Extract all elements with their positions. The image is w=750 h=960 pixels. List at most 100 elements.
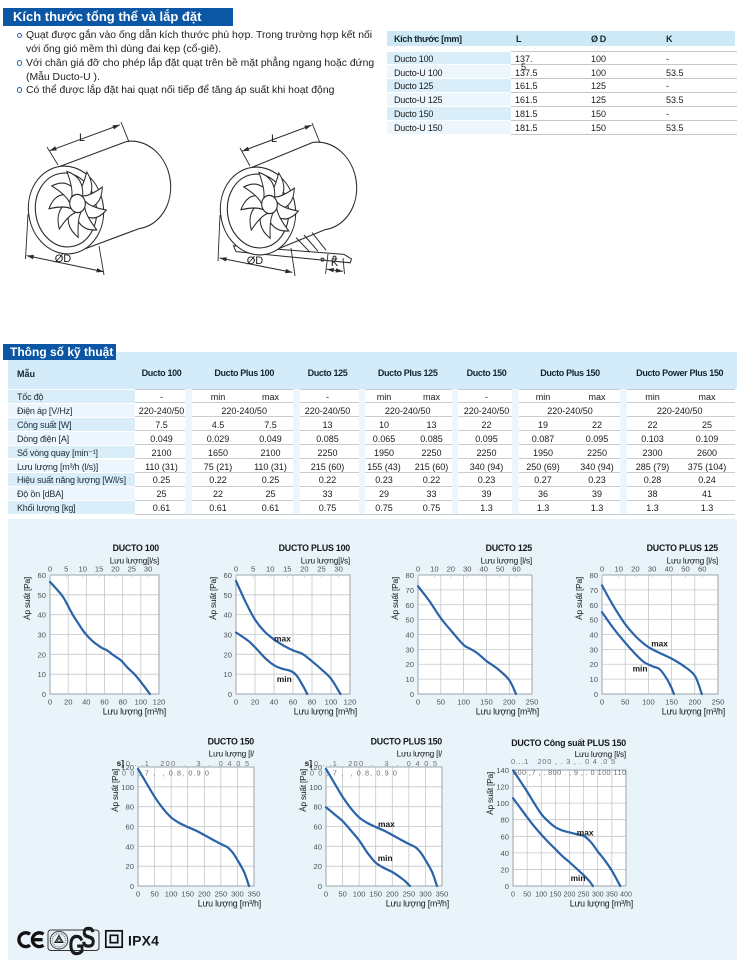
- svg-text:G: G: [69, 930, 85, 956]
- svg-text:Lưu lượng [m³/h]: Lưu lượng [m³/h]: [476, 707, 539, 717]
- svg-text:60: 60: [289, 698, 297, 707]
- svg-text:Lưu lượng [l/s]: Lưu lượng [l/s]: [667, 556, 718, 566]
- svg-text:80: 80: [406, 571, 414, 580]
- svg-text:Lưu lượng [m³/h]: Lưu lượng [m³/h]: [570, 899, 633, 909]
- svg-text:0: 0: [511, 892, 515, 899]
- svg-text:0...1 200 , . 3 , . 0 4 .0 5: 0...1 200 , . 3 , . 0 4 .0 5: [511, 757, 615, 766]
- svg-text:100: 100: [134, 698, 147, 707]
- svg-text:0: 0: [234, 698, 238, 707]
- svg-text:5: 5: [64, 565, 68, 574]
- svg-text:20: 20: [631, 565, 639, 574]
- svg-text:60: 60: [512, 565, 520, 574]
- svg-text:600 ,7 , . 800 . , 9 , . 0 100: 600 ,7 , . 800 . , 9 , . 0 100 110: [513, 768, 626, 777]
- svg-text:20: 20: [501, 865, 509, 874]
- svg-text:Lưu lượng [m³/h]: Lưu lượng [m³/h]: [662, 707, 725, 717]
- svg-text:s]: s]: [117, 758, 125, 768]
- svg-text:300: 300: [592, 892, 604, 899]
- svg-text:40: 40: [501, 849, 509, 858]
- svg-text:80: 80: [501, 816, 509, 825]
- svg-text:0: 0: [416, 698, 420, 707]
- svg-text:150: 150: [480, 698, 493, 707]
- svg-text:0 . .1 200 . 3 . 0 4 0: 0 . .1 200 . 3 . 0 4 0 5: [126, 759, 249, 768]
- svg-text:DUCTO 125: DUCTO 125: [486, 543, 533, 553]
- svg-text:200: 200: [503, 698, 516, 707]
- svg-text:100: 100: [165, 890, 178, 899]
- svg-text:min: min: [571, 873, 586, 883]
- svg-text:250: 250: [578, 892, 590, 899]
- svg-text:50: 50: [38, 591, 46, 600]
- svg-text:250: 250: [215, 890, 228, 899]
- svg-text:50: 50: [681, 565, 689, 574]
- svg-text:DUCTO PLUS 150: DUCTO PLUS 150: [371, 737, 443, 747]
- svg-text:200: 200: [564, 892, 576, 899]
- svg-text:30: 30: [38, 631, 46, 640]
- svg-text:100: 100: [642, 698, 655, 707]
- svg-text:200: 200: [688, 698, 701, 707]
- svg-text:30: 30: [334, 565, 342, 574]
- svg-text:100: 100: [121, 783, 134, 792]
- svg-text:DUCTO Công suất PLUS 150: DUCTO Công suất PLUS 150: [511, 738, 626, 748]
- svg-text:70: 70: [590, 586, 598, 595]
- svg-text:10: 10: [266, 565, 274, 574]
- svg-text:100: 100: [457, 698, 470, 707]
- svg-text:L: L: [79, 132, 85, 144]
- svg-text:min: min: [633, 664, 648, 674]
- svg-text:15: 15: [283, 565, 291, 574]
- svg-text:Lưu lượng [m³/h]: Lưu lượng [m³/h]: [103, 707, 166, 717]
- svg-text:20: 20: [224, 650, 232, 659]
- svg-text:80: 80: [308, 698, 316, 707]
- svg-text:Lưu lượng [l/: Lưu lượng [l/: [397, 749, 443, 759]
- svg-text:50: 50: [224, 591, 232, 600]
- svg-text:50: 50: [496, 565, 504, 574]
- svg-text:25: 25: [317, 565, 325, 574]
- svg-text:0: 0: [600, 565, 604, 574]
- svg-text:60: 60: [100, 698, 108, 707]
- svg-text:100: 100: [309, 783, 322, 792]
- svg-text:Lưu lượng[l/s]: Lưu lượng[l/s]: [110, 556, 159, 566]
- svg-text:Lưu lượng [m³/h]: Lưu lượng [m³/h]: [294, 707, 357, 717]
- svg-text:10: 10: [430, 565, 438, 574]
- svg-text:50: 50: [338, 890, 346, 899]
- svg-text:20: 20: [251, 698, 259, 707]
- svg-text:40: 40: [126, 842, 134, 851]
- svg-text:0 0 , 7 , , 0.8, 0.9 0: 0 0 , 7 , , 0.8, 0.9 0: [122, 769, 209, 778]
- svg-text:30: 30: [590, 645, 598, 654]
- svg-text:100: 100: [535, 892, 547, 899]
- svg-text:40: 40: [224, 611, 232, 620]
- svg-text:100: 100: [496, 799, 509, 808]
- svg-text:ØD: ØD: [247, 255, 264, 267]
- svg-text:DUCTO PLUS 125: DUCTO PLUS 125: [647, 543, 719, 553]
- svg-text:20: 20: [126, 862, 134, 871]
- svg-text:40: 40: [314, 842, 322, 851]
- svg-text:150: 150: [550, 892, 562, 899]
- svg-text:350: 350: [436, 890, 449, 899]
- svg-text:80: 80: [118, 698, 126, 707]
- svg-text:20: 20: [406, 660, 414, 669]
- svg-text:30: 30: [648, 565, 656, 574]
- svg-text:50: 50: [590, 616, 598, 625]
- svg-text:30: 30: [406, 645, 414, 654]
- svg-text:200: 200: [198, 890, 211, 899]
- svg-text:20: 20: [314, 862, 322, 871]
- svg-text:10: 10: [614, 565, 622, 574]
- svg-text:0: 0: [318, 882, 322, 891]
- svg-text:10: 10: [224, 670, 232, 679]
- svg-text:60: 60: [406, 601, 414, 610]
- svg-text:max: max: [274, 633, 291, 643]
- svg-text:30: 30: [144, 565, 152, 574]
- svg-text:300: 300: [231, 890, 244, 899]
- svg-text:Lưu lượng [l/: Lưu lượng [l/: [209, 749, 255, 759]
- svg-text:60: 60: [590, 601, 598, 610]
- svg-text:5: 5: [251, 565, 255, 574]
- svg-text:0: 0: [228, 690, 232, 699]
- svg-text:0: 0: [600, 698, 604, 707]
- svg-text:80: 80: [126, 803, 134, 812]
- svg-text:20: 20: [38, 650, 46, 659]
- svg-text:Lưu lượng [m³/h]: Lưu lượng [m³/h]: [198, 899, 261, 909]
- svg-text:80: 80: [314, 803, 322, 812]
- svg-text:40: 40: [665, 565, 673, 574]
- svg-text:IPX4: IPX4: [128, 933, 159, 949]
- svg-text:0: 0: [410, 690, 414, 699]
- svg-text:max: max: [378, 819, 395, 829]
- svg-text:20: 20: [64, 698, 72, 707]
